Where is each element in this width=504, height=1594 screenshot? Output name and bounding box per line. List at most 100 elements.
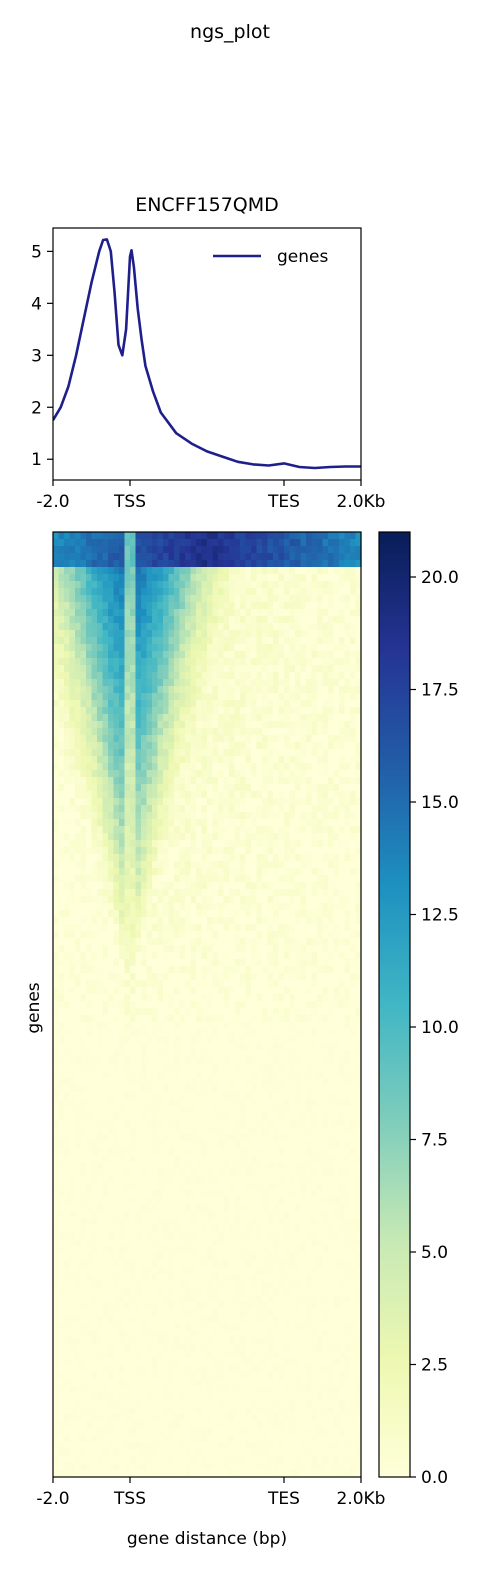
heatmap-cell (229, 1120, 236, 1128)
heatmap-cell (163, 896, 170, 904)
heatmap-cell (289, 637, 296, 645)
heatmap-cell (75, 1043, 82, 1051)
heatmap-cell (141, 910, 148, 918)
heatmap-cell (179, 945, 186, 953)
heatmap-cell (234, 553, 241, 561)
heatmap-cell (317, 749, 324, 757)
heatmap-cell (273, 539, 280, 547)
heatmap-cell (322, 938, 329, 946)
heatmap-cell (141, 623, 148, 631)
heatmap-cell (179, 770, 186, 778)
heatmap-cell (185, 679, 192, 687)
heatmap-cell (256, 973, 263, 981)
heatmap-cell (69, 861, 76, 869)
heatmap-cell (64, 700, 71, 708)
heatmap-cell (102, 567, 109, 575)
heatmap-cell (289, 1113, 296, 1121)
heatmap-cell (97, 896, 104, 904)
heatmap-cell (333, 728, 340, 736)
heatmap-cell (344, 714, 351, 722)
heatmap-cell (102, 1050, 109, 1058)
heatmap-cell (113, 1106, 120, 1114)
heatmap-cell (333, 917, 340, 925)
heatmap-cell (350, 910, 357, 918)
heatmap-cell (168, 938, 175, 946)
heatmap-cell (80, 1036, 87, 1044)
heatmap-cell (207, 917, 214, 925)
heatmap-cell (53, 931, 60, 939)
heatmap-cell (234, 595, 241, 603)
heatmap-cell (344, 1029, 351, 1037)
heatmap-cell (64, 1106, 71, 1114)
heatmap-cell (218, 1099, 225, 1107)
heatmap-cell (168, 1120, 175, 1128)
heatmap-cell (240, 728, 247, 736)
heatmap-cell (300, 924, 307, 932)
heatmap-cell (141, 959, 148, 967)
heatmap-cell (179, 574, 186, 582)
heatmap-cell (306, 826, 313, 834)
heatmap-cell (168, 602, 175, 610)
heatmap-cell (355, 637, 362, 645)
heatmap-cell (146, 623, 153, 631)
heatmap-cell (306, 742, 313, 750)
heatmap-cell (119, 595, 126, 603)
heatmap-cell (355, 882, 362, 890)
heatmap-cell (245, 1127, 252, 1135)
heatmap-cell (256, 1141, 263, 1149)
heatmap-cell (196, 609, 203, 617)
heatmap-cell (223, 980, 230, 988)
heatmap-cell (245, 875, 252, 883)
heatmap-cell (207, 539, 214, 547)
heatmap-cell (262, 756, 269, 764)
heatmap-cell (344, 819, 351, 827)
heatmap-cell (146, 637, 153, 645)
heatmap-cell (80, 651, 87, 659)
heatmap-cell (289, 847, 296, 855)
heatmap-cell (212, 637, 219, 645)
heatmap-cell (284, 630, 291, 638)
heatmap-cell (256, 539, 263, 547)
heatmap-cell (163, 1092, 170, 1100)
heatmap-cell (229, 1071, 236, 1079)
heatmap-cell (157, 924, 164, 932)
heatmap-cell (185, 924, 192, 932)
heatmap-cell (322, 616, 329, 624)
heatmap-cell (234, 1057, 241, 1065)
heatmap-cell (91, 595, 98, 603)
heatmap-cell (185, 721, 192, 729)
heatmap-cell (135, 1057, 142, 1065)
heatmap-cell (273, 924, 280, 932)
heatmap-cell (124, 798, 131, 806)
heatmap-cell (157, 903, 164, 911)
heatmap-cell (97, 763, 104, 771)
heatmap-cell (218, 763, 225, 771)
heatmap-cell (113, 840, 120, 848)
heatmap-cell (256, 1064, 263, 1072)
heatmap-cell (163, 567, 170, 575)
heatmap-cell (223, 805, 230, 813)
heatmap-cell (201, 1029, 208, 1037)
heatmap-cell (350, 903, 357, 911)
heatmap-cell (201, 812, 208, 820)
heatmap-cell (190, 903, 197, 911)
heatmap-cell (267, 686, 274, 694)
heatmap-cell (218, 882, 225, 890)
heatmap-cell (256, 931, 263, 939)
heatmap-cell (267, 763, 274, 771)
heatmap-cell (245, 791, 252, 799)
heatmap-cell (86, 945, 93, 953)
heatmap-cell (256, 861, 263, 869)
heatmap-cell (245, 980, 252, 988)
heatmap-cell (119, 700, 126, 708)
heatmap-cell (97, 875, 104, 883)
heatmap-cell (289, 763, 296, 771)
heatmap-cell (240, 532, 247, 540)
heatmap-cell (135, 679, 142, 687)
heatmap-cell (168, 742, 175, 750)
heatmap-cell (240, 840, 247, 848)
heatmap-cell (102, 784, 109, 792)
heatmap-cell (174, 595, 181, 603)
heatmap-cell (64, 1043, 71, 1051)
heatmap-cell (306, 595, 313, 603)
